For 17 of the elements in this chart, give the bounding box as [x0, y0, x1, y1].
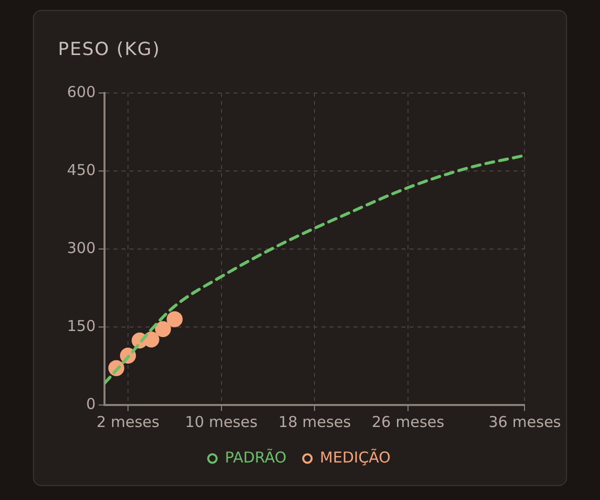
x-tick-label: 26 meses — [372, 412, 444, 431]
y-tick-label: 300 — [66, 238, 96, 257]
chart-title: PESO (KG) — [58, 39, 160, 60]
y-tick-label: 600 — [66, 82, 96, 101]
point — [143, 331, 160, 348]
legend-label: MEDIÇÃO — [320, 448, 391, 466]
x-tick-label: 18 meses — [278, 412, 352, 431]
x-tick-label: 36 meses — [488, 412, 562, 431]
y-tick-label: 150 — [66, 316, 96, 335]
x-tick-label: 2 meses — [96, 412, 160, 431]
legend-label: PADRÃO — [224, 448, 286, 466]
point — [154, 321, 171, 338]
y-tick-label: 0 — [86, 394, 96, 413]
line-series — [104, 154, 525, 385]
y-tick-label: 450 — [66, 160, 96, 179]
point — [166, 311, 183, 328]
x-tick-label: 10 meses — [185, 412, 258, 431]
